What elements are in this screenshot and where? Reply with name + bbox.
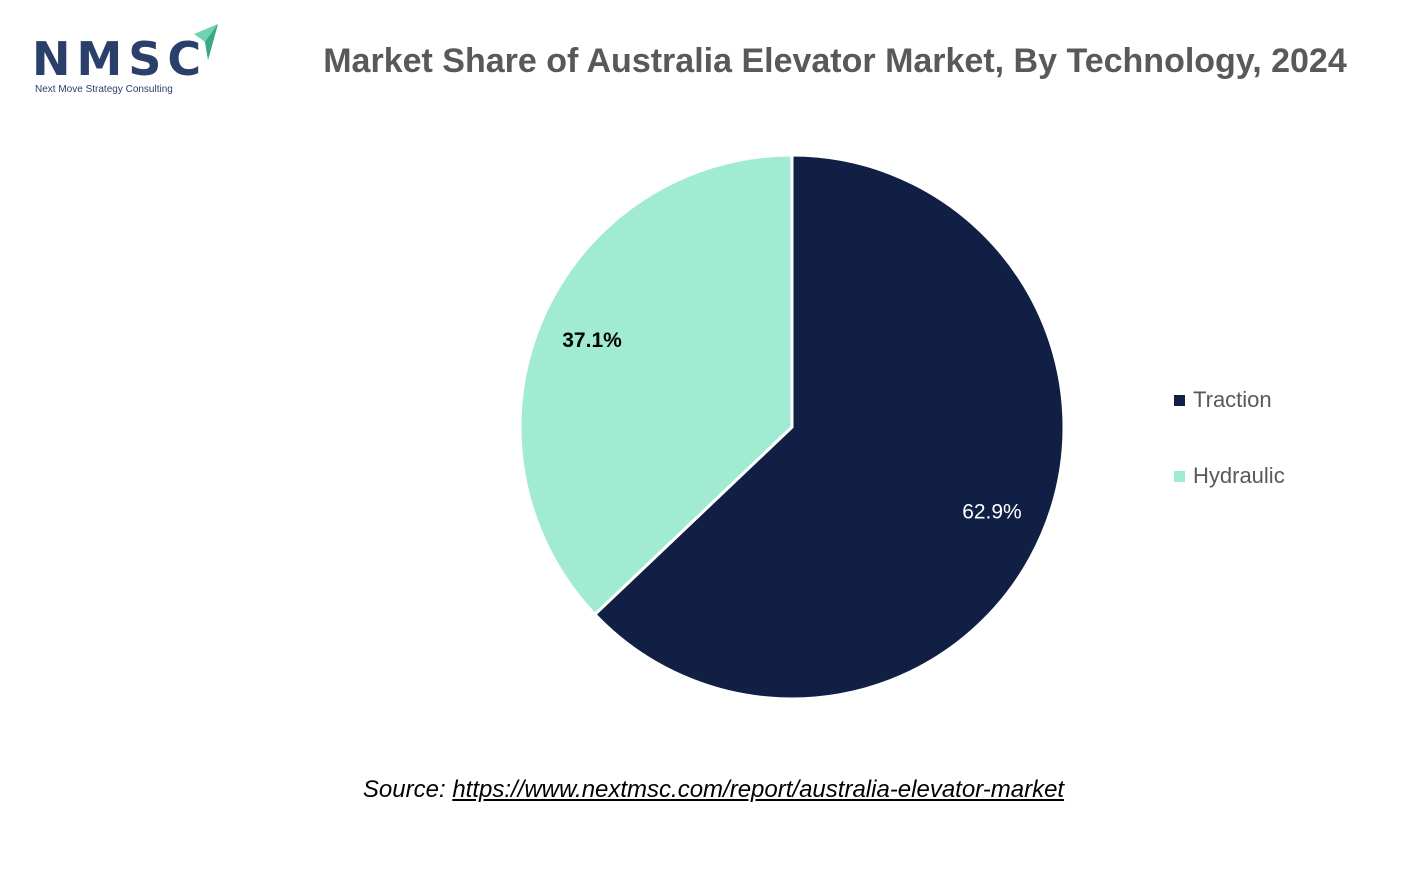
legend-label-traction: Traction <box>1193 387 1272 412</box>
paper-plane-icon <box>194 24 218 60</box>
legend-item-traction: Traction <box>1174 383 1285 417</box>
logo-tagline: Next Move Strategy Consulting <box>35 84 173 95</box>
data-label-hydraulic: 37.1% <box>562 329 622 352</box>
legend-swatch-traction <box>1174 394 1185 406</box>
chart-legend: Traction Hydraulic <box>1174 383 1285 535</box>
source-prefix: Source: <box>362 776 446 803</box>
logo-wordmark: NMSC <box>32 32 208 86</box>
source-link[interactable]: https://www.nextmsc.com/report/australia… <box>452 776 1065 803</box>
pie-slice-hydraulic <box>518 153 794 617</box>
legend-item-hydraulic: Hydraulic <box>1174 459 1285 493</box>
source-note: Source: https://www.nextmsc.com/report/a… <box>0 776 1427 804</box>
legend-swatch-hydraulic <box>1174 470 1185 482</box>
data-label-traction: 62.9% <box>962 500 1022 523</box>
pie-slice-traction <box>592 153 1066 701</box>
legend-label-hydraulic: Hydraulic <box>1193 463 1285 488</box>
nmsc-logo: NMSC Next Move Strategy Consulting <box>32 22 232 102</box>
chart-title: Market Share of Australia Elevator Marke… <box>323 42 1347 80</box>
